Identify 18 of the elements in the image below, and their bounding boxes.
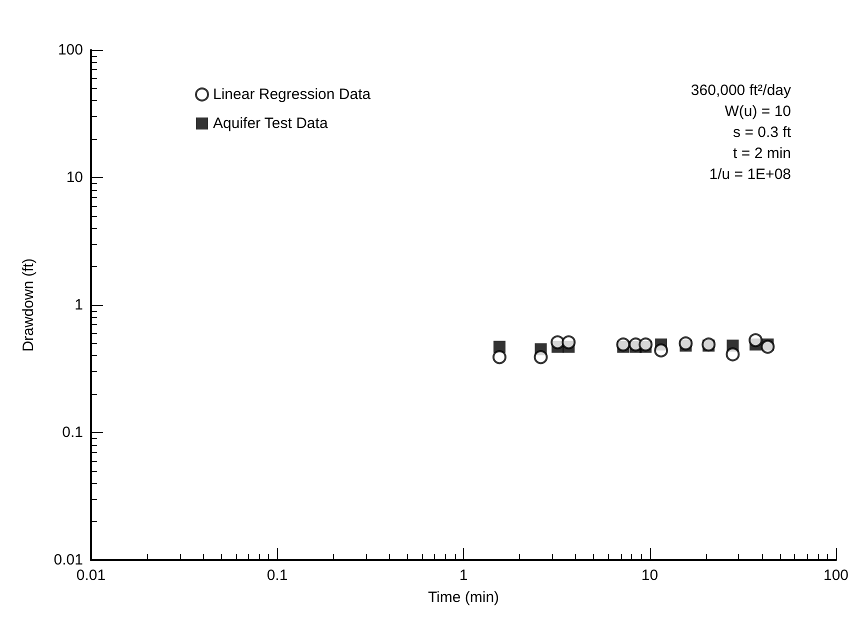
y-tick-label: 0.01 bbox=[54, 552, 83, 568]
annotation: s = 0.3 ft bbox=[733, 124, 792, 141]
y-tick-label: 1 bbox=[74, 296, 83, 314]
x-tick-label: 100 bbox=[823, 567, 849, 584]
y-tick-label: 100 bbox=[58, 42, 83, 58]
annotation: 1/u = 1E+08 bbox=[709, 166, 792, 183]
y-axis-title: Drawdown (ft) bbox=[20, 258, 37, 352]
annotation: 360,000 ft²/day bbox=[690, 82, 792, 99]
y-tick-label: 10 bbox=[66, 169, 83, 186]
legend-label: Aquifer Test Data bbox=[213, 115, 328, 132]
annotation: t = 2 min bbox=[733, 145, 792, 162]
x-tick-label: 1 bbox=[459, 567, 468, 584]
legend-label: Linear Regression Data bbox=[213, 86, 372, 103]
x-tick-label: 10 bbox=[641, 567, 658, 584]
x-axis-title: Time (min) bbox=[428, 589, 500, 606]
x-tick-label: 0.1 bbox=[266, 567, 288, 584]
annotation: W(u) = 10 bbox=[724, 103, 792, 120]
y-tick-label: 0.1 bbox=[62, 424, 83, 441]
